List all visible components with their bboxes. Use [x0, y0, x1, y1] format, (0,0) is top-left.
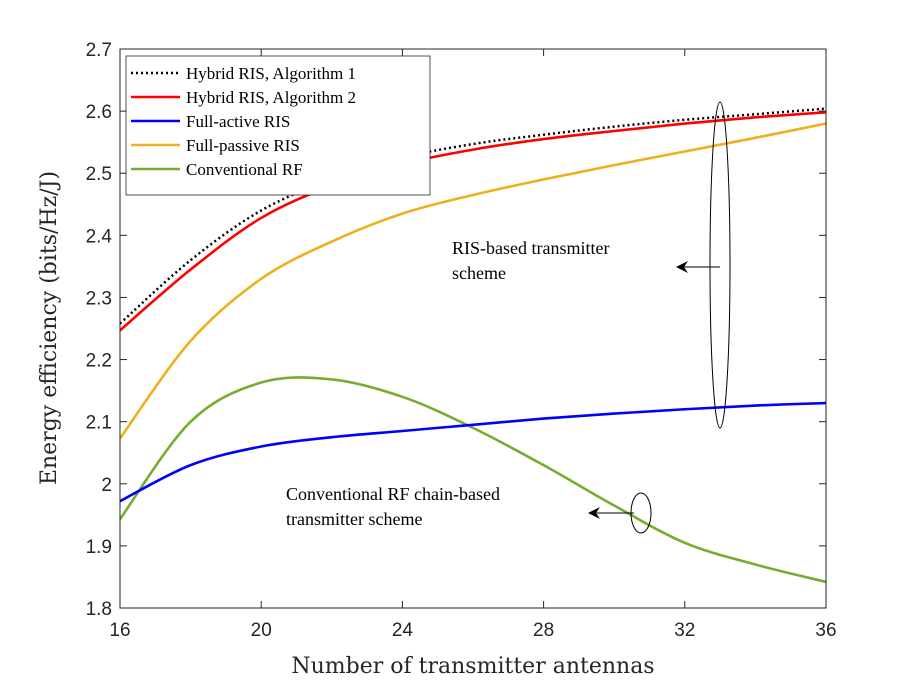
legend-label: Full-active RIS [186, 112, 290, 131]
y-tick-label: 2.7 [86, 40, 112, 61]
y-tick-label: 2.5 [86, 164, 112, 185]
y-tick-label: 2.4 [86, 226, 113, 247]
annotation-text: scheme [452, 263, 506, 283]
legend-box [125, 55, 431, 196]
y-tick-label: 1.9 [86, 537, 112, 558]
annotation-text: RIS-based transmitter [452, 238, 609, 258]
x-tick-label: 24 [392, 620, 414, 641]
y-tick-label: 2.3 [86, 288, 112, 309]
annotation-text: Conventional RF chain-based [286, 484, 500, 504]
legend-label: Hybrid RIS, Algorithm 2 [186, 88, 356, 107]
y-tick-label: 2.1 [86, 413, 112, 434]
conventional-arrowhead [588, 507, 600, 519]
annotation-text: transmitter scheme [286, 509, 422, 529]
y-tick-label: 2 [101, 475, 112, 496]
series-line-3 [118, 122, 827, 440]
y-axis-label: Energy efficiency (bits/Hz/J) [37, 171, 62, 485]
legend-label: Hybrid RIS, Algorithm 1 [186, 64, 356, 83]
series-line-0 [119, 107, 827, 325]
x-tick-label: 36 [815, 620, 836, 641]
ris-arrowhead [676, 261, 688, 273]
axes: 16 20 24 28 32 36 1.8 1.9 2 2.1 2.2 2.3 2.4 2.5 2.6 2.7 [86, 40, 837, 641]
y-tick-label: 1.8 [86, 599, 112, 620]
series-group [118, 107, 827, 584]
x-tick-label: 16 [109, 620, 130, 641]
legend: Hybrid RIS, Algorithm 1 Hybrid RIS, Algor… [125, 55, 431, 196]
x-tick-label: 32 [674, 620, 695, 641]
y-tick-label: 2.6 [86, 102, 112, 123]
annotations: RIS-based transmitter scheme Conventional … [286, 101, 731, 534]
ris-group-ellipse [709, 101, 731, 429]
plot-frame [119, 48, 827, 609]
x-tick-label: 28 [533, 620, 554, 641]
y-tick-label: 2.2 [86, 351, 112, 372]
legend-label: Conventional RF [186, 160, 303, 179]
x-tick-label: 20 [251, 620, 272, 641]
series-line-1 [119, 111, 827, 332]
series-line-2 [119, 401, 827, 503]
x-axis-label: Number of transmitter antennas [291, 654, 654, 679]
legend-label: Full-passive RIS [186, 136, 300, 155]
